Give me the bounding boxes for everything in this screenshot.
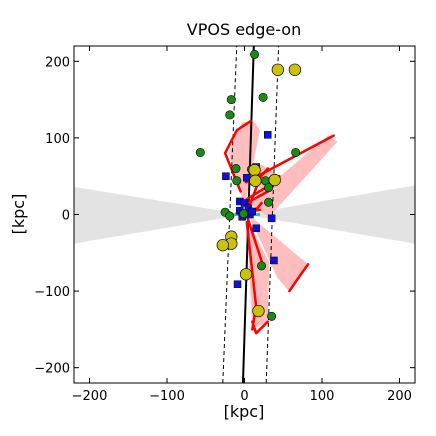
yellow-point xyxy=(268,173,281,187)
chart-title: VPOS edge-on xyxy=(187,20,301,39)
x-tick-label: 0 xyxy=(240,389,248,404)
green-point xyxy=(226,95,236,105)
uncertainty-cone xyxy=(246,218,270,330)
y-tick-label: 200 xyxy=(45,55,70,70)
green-point xyxy=(291,147,301,157)
green-point xyxy=(232,176,242,186)
blue-square-point xyxy=(252,224,260,233)
blue-square-point xyxy=(267,214,276,223)
yellow-point xyxy=(252,304,265,318)
velocity-arrow xyxy=(223,119,252,193)
y-tick-label: −200 xyxy=(34,362,70,377)
x-tick-label: −200 xyxy=(72,389,108,404)
uncertainty-cone xyxy=(248,214,309,292)
y-axis-label: [kpc] xyxy=(9,194,28,235)
green-point xyxy=(225,211,235,221)
y-tick-label: 0 xyxy=(62,209,70,224)
uncertainty-cone xyxy=(248,135,338,217)
x-tick-label: −100 xyxy=(149,389,185,404)
velocity-arrow xyxy=(244,134,335,184)
shaded-wedge xyxy=(74,186,245,244)
yellow-point xyxy=(216,238,229,252)
axis-ticks: −200 −100 0 100 200 −200 −100 0 100 200 xyxy=(34,46,415,404)
yellow-point xyxy=(271,63,284,76)
velocity-arrow xyxy=(288,263,310,293)
green-point xyxy=(225,110,235,120)
shaded-wedge xyxy=(244,185,415,244)
uncertainty-cone xyxy=(229,121,260,207)
green-point xyxy=(258,92,268,102)
blue-square-point xyxy=(233,280,242,288)
plot-area xyxy=(74,46,415,383)
green-point xyxy=(231,164,241,174)
green-point xyxy=(267,311,277,321)
green-point xyxy=(239,209,249,219)
yellow-point xyxy=(239,268,253,281)
y-tick-label: 100 xyxy=(45,132,70,147)
green-point xyxy=(250,49,260,59)
blue-square-point xyxy=(240,199,249,207)
green-point xyxy=(257,261,267,271)
yellow-point xyxy=(248,163,261,177)
y-tick-label: −100 xyxy=(34,285,70,300)
velocity-arrow xyxy=(254,201,263,212)
blue-square-point xyxy=(264,131,272,139)
yellow-point xyxy=(288,63,302,76)
velocity-arrow xyxy=(244,211,266,270)
green-point xyxy=(264,197,274,207)
velocity-arrow xyxy=(251,320,270,335)
blue-square-point xyxy=(222,172,230,180)
plane-boundary-line xyxy=(265,46,280,383)
blue-square-point xyxy=(270,256,278,265)
x-tick-label: 100 xyxy=(310,389,335,404)
blue-square-point xyxy=(248,207,256,216)
x-tick-label: 200 xyxy=(387,389,412,404)
yellow-point xyxy=(249,174,262,187)
x-axis-label: [kpc] xyxy=(224,402,265,421)
plot-frame xyxy=(73,45,416,384)
green-point xyxy=(195,147,205,157)
green-point xyxy=(264,183,274,193)
